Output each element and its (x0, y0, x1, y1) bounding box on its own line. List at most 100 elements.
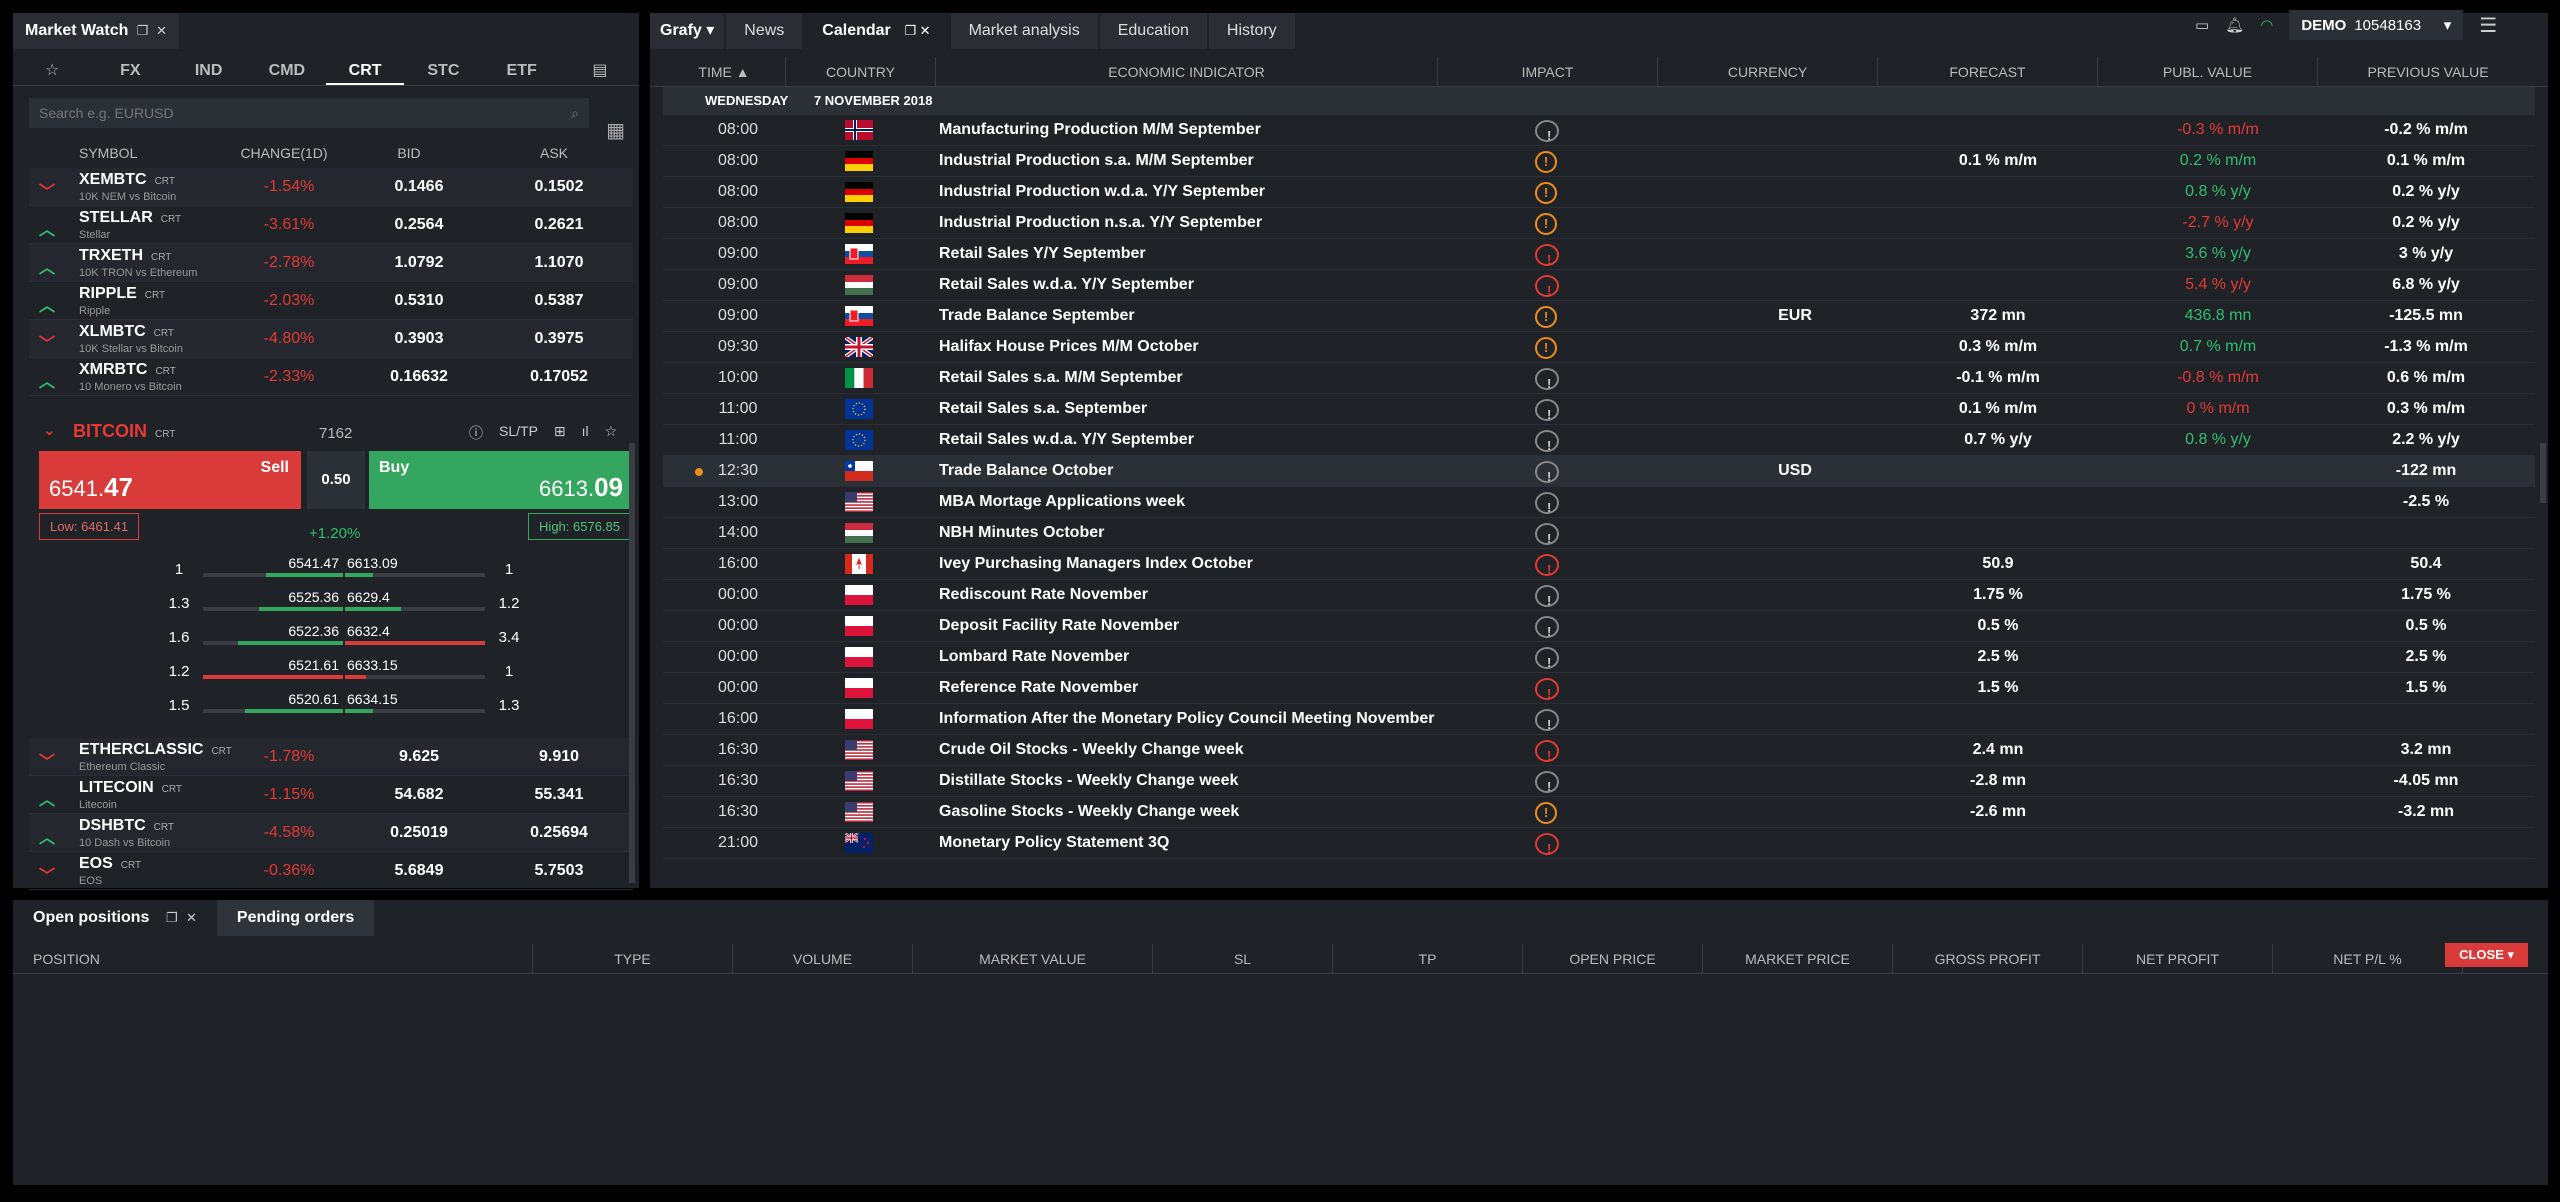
close-icon[interactable]: ✕ (186, 910, 197, 925)
calendar-row[interactable]: 16:30 Gasoline Stocks - Weekly Change wee… (663, 797, 2535, 828)
col-net-profit[interactable]: NET PROFIT (2083, 944, 2273, 973)
instrument-row[interactable]: ︿ LITECOIN CRT Litecoin -1.15% 54.682 55.341 (29, 776, 633, 814)
calendar-row[interactable]: 00:00 Reference Rate November! 1.5 % 1.5 % (663, 673, 2535, 704)
event-indicator[interactable]: Industrial Production s.a. M/M September (939, 152, 1254, 169)
bitcoin-header[interactable]: ⌄ BITCOIN CRT 7162 ⓘ SL/TP ⊞ ıl ☆ (29, 413, 633, 447)
tab-calendar[interactable]: Calendar ❐ ✕ (804, 13, 949, 49)
bid-price[interactable]: 0.5310 (394, 292, 444, 309)
col-currency[interactable]: CURRENCY (1658, 57, 1878, 86)
close-icon[interactable]: ✕ (156, 23, 167, 38)
chevron-down-icon[interactable]: ﹀ (39, 184, 56, 201)
info-icon[interactable]: ⓘ (469, 425, 483, 441)
col-change[interactable]: CHANGE(1D) (240, 145, 328, 161)
tab-grafy[interactable]: Grafy ▾ (650, 13, 725, 49)
tab-market-analysis[interactable]: Market analysis (950, 13, 1098, 49)
detach-icon[interactable]: ❐ (136, 23, 149, 38)
col-tp[interactable]: TP (1333, 944, 1523, 973)
calendar-row[interactable]: 10:00 Retail Sales s.a. M/M September! -0.… (663, 363, 2535, 394)
bid-price[interactable]: 0.25019 (390, 824, 448, 841)
calendar-row[interactable]: 08:00 Industrial Production s.a. M/M Sept… (663, 146, 2535, 177)
col-impact[interactable]: IMPACT (1438, 57, 1658, 86)
event-indicator[interactable]: NBH Minutes October (939, 524, 1105, 541)
instrument-row[interactable]: ﹀ XLMBTC CRT 10K Stellar vs Bitcoin -4.80% 0.… (29, 320, 633, 358)
calendar-row[interactable]: 13:00 MBA Mortage Applications week! -2.5 … (663, 487, 2535, 518)
col-position[interactable]: POSITION (13, 944, 533, 973)
event-indicator[interactable]: Retail Sales w.d.a. Y/Y September (939, 276, 1194, 293)
sell-button[interactable]: Sell 6541.47 (39, 451, 301, 509)
calendar-row[interactable]: 11:00 Retail Sales w.d.a. Y/Y September! 0… (663, 425, 2535, 456)
calendar-row[interactable]: 00:00 Deposit Facility Rate November! 0.5 … (663, 611, 2535, 642)
search-input[interactable]: Search e.g. EURUSD ⌕ (29, 98, 589, 128)
event-indicator[interactable]: Retail Sales w.d.a. Y/Y September (939, 431, 1194, 448)
grid-view-icon[interactable]: ▦ (606, 120, 625, 142)
category-tab[interactable]: FX (120, 62, 141, 79)
event-indicator[interactable]: Trade Balance October (939, 462, 1114, 479)
col-volume[interactable]: VOLUME (733, 944, 913, 973)
calendar-row[interactable]: 14:00 NBH Minutes October! (663, 518, 2535, 549)
event-indicator[interactable]: Distillate Stocks - Weekly Change week (939, 772, 1239, 789)
event-indicator[interactable]: MBA Mortage Applications week (939, 493, 1185, 510)
event-indicator[interactable]: Retail Sales s.a. September (939, 400, 1148, 417)
close-icon[interactable]: ✕ (916, 23, 931, 38)
instrument-row[interactable]: ︿ TRXETH CRT 10K TRON vs Ethereum -2.78% 1.07… (29, 244, 633, 282)
ask-price[interactable]: 0.3975 (534, 330, 584, 347)
star-icon[interactable]: ☆ (604, 423, 618, 439)
ask-price[interactable]: 0.2621 (534, 216, 584, 233)
ask-price[interactable]: 9.910 (538, 748, 580, 765)
bid-price[interactable]: 9.625 (398, 748, 440, 765)
tab-news[interactable]: News (726, 13, 803, 49)
instrument-row[interactable]: ﹀ XEMBTC CRT 10K NEM vs Bitcoin -1.54% 0.1466… (29, 168, 633, 206)
calendar-row[interactable]: 08:00 Manufacturing Production M/M Septem… (663, 115, 2535, 146)
event-indicator[interactable]: Ivey Purchasing Managers Index October (939, 555, 1253, 572)
instrument-row[interactable]: ﹀ ETHERCLASSIC CRT Ethereum Classic -1.78% 9.… (29, 738, 633, 776)
calendar-row[interactable]: 00:00 Rediscount Rate November! 1.75 % 1.75… (663, 580, 2535, 611)
detach-icon[interactable]: ❐ (165, 910, 178, 925)
ask-price[interactable]: 1.1070 (534, 254, 584, 271)
bid-price[interactable]: 0.1466 (394, 178, 444, 195)
tab-education[interactable]: Education (1099, 13, 1207, 49)
detach-icon[interactable]: ❐ (900, 23, 917, 38)
bid-price[interactable]: 5.6849 (394, 862, 444, 879)
category-tab[interactable]: STC (427, 62, 460, 79)
chart-icon[interactable]: ıl (581, 423, 589, 439)
event-indicator[interactable]: Lombard Rate November (939, 648, 1130, 665)
event-indicator[interactable]: Retail Sales Y/Y September (939, 245, 1146, 262)
bell-icon[interactable]: 🔔︎ (2225, 17, 2245, 34)
col-symbol[interactable]: SYMBOL (79, 145, 138, 161)
event-indicator[interactable]: Monetary Policy Statement 3Q (939, 834, 1170, 851)
col-publ-value[interactable]: PUBL. VALUE (2098, 57, 2318, 86)
add-icon[interactable]: ⊞ (553, 423, 566, 439)
calendar-scrollbar[interactable] (2540, 443, 2546, 503)
chevron-up-icon[interactable]: ︿ (39, 792, 56, 809)
col-bid[interactable]: BID (397, 145, 421, 161)
scrollbar[interactable] (629, 443, 635, 883)
event-indicator[interactable]: Deposit Facility Rate November (939, 617, 1180, 634)
calendar-row[interactable]: 21:00 Monetary Policy Statement 3Q! (663, 828, 2535, 859)
calendar-row[interactable]: 09:00 Trade Balance September! EUR 372 mn 43… (663, 301, 2535, 332)
buy-button[interactable]: Buy 6613.09 (369, 451, 631, 509)
col-type[interactable]: TYPE (533, 944, 733, 973)
col-sl[interactable]: SL (1153, 944, 1333, 973)
event-indicator[interactable]: Rediscount Rate November (939, 586, 1148, 603)
calendar-row[interactable]: 08:00 Industrial Production n.s.a. Y/Y Se… (663, 208, 2535, 239)
tab-open-positions[interactable]: Open positions ❐ ✕ (13, 900, 217, 936)
menu-icon[interactable]: ☰ (2479, 14, 2498, 37)
bid-price[interactable]: 0.16632 (390, 368, 448, 385)
event-indicator[interactable]: Gasoline Stocks - Weekly Change week (939, 803, 1240, 820)
col-market-price[interactable]: MARKET PRICE (1703, 944, 1893, 973)
chevron-up-icon[interactable]: ︿ (39, 830, 56, 847)
calendar-row[interactable]: 16:00 Ivey Purchasing Managers Index Octo… (663, 549, 2535, 580)
col-gross-profit[interactable]: GROSS PROFIT (1893, 944, 2083, 973)
instrument-row[interactable]: ︿ STELLAR CRT Stellar -3.61% 0.2564 0.2621 (29, 206, 633, 244)
col-net-p-l[interactable]: NET P/L % (2273, 944, 2463, 973)
event-indicator[interactable]: Retail Sales s.a. M/M September (939, 369, 1183, 386)
instrument-row[interactable]: ︿ RIPPLE CRT Ripple -2.03% 0.5310 0.5387 (29, 282, 633, 320)
col-time[interactable]: TIME ▲ (650, 57, 786, 86)
category-tab[interactable]: CRT (326, 56, 405, 85)
chevron-up-icon[interactable]: ︿ (39, 222, 56, 239)
market-watch-tab[interactable]: Market Watch ❐ ✕ (13, 13, 179, 49)
tab-history[interactable]: History (1208, 13, 1295, 49)
col-forecast[interactable]: FORECAST (1878, 57, 2098, 86)
bid-price[interactable]: 0.2564 (394, 216, 444, 233)
event-indicator[interactable]: Trade Balance September (939, 307, 1135, 324)
